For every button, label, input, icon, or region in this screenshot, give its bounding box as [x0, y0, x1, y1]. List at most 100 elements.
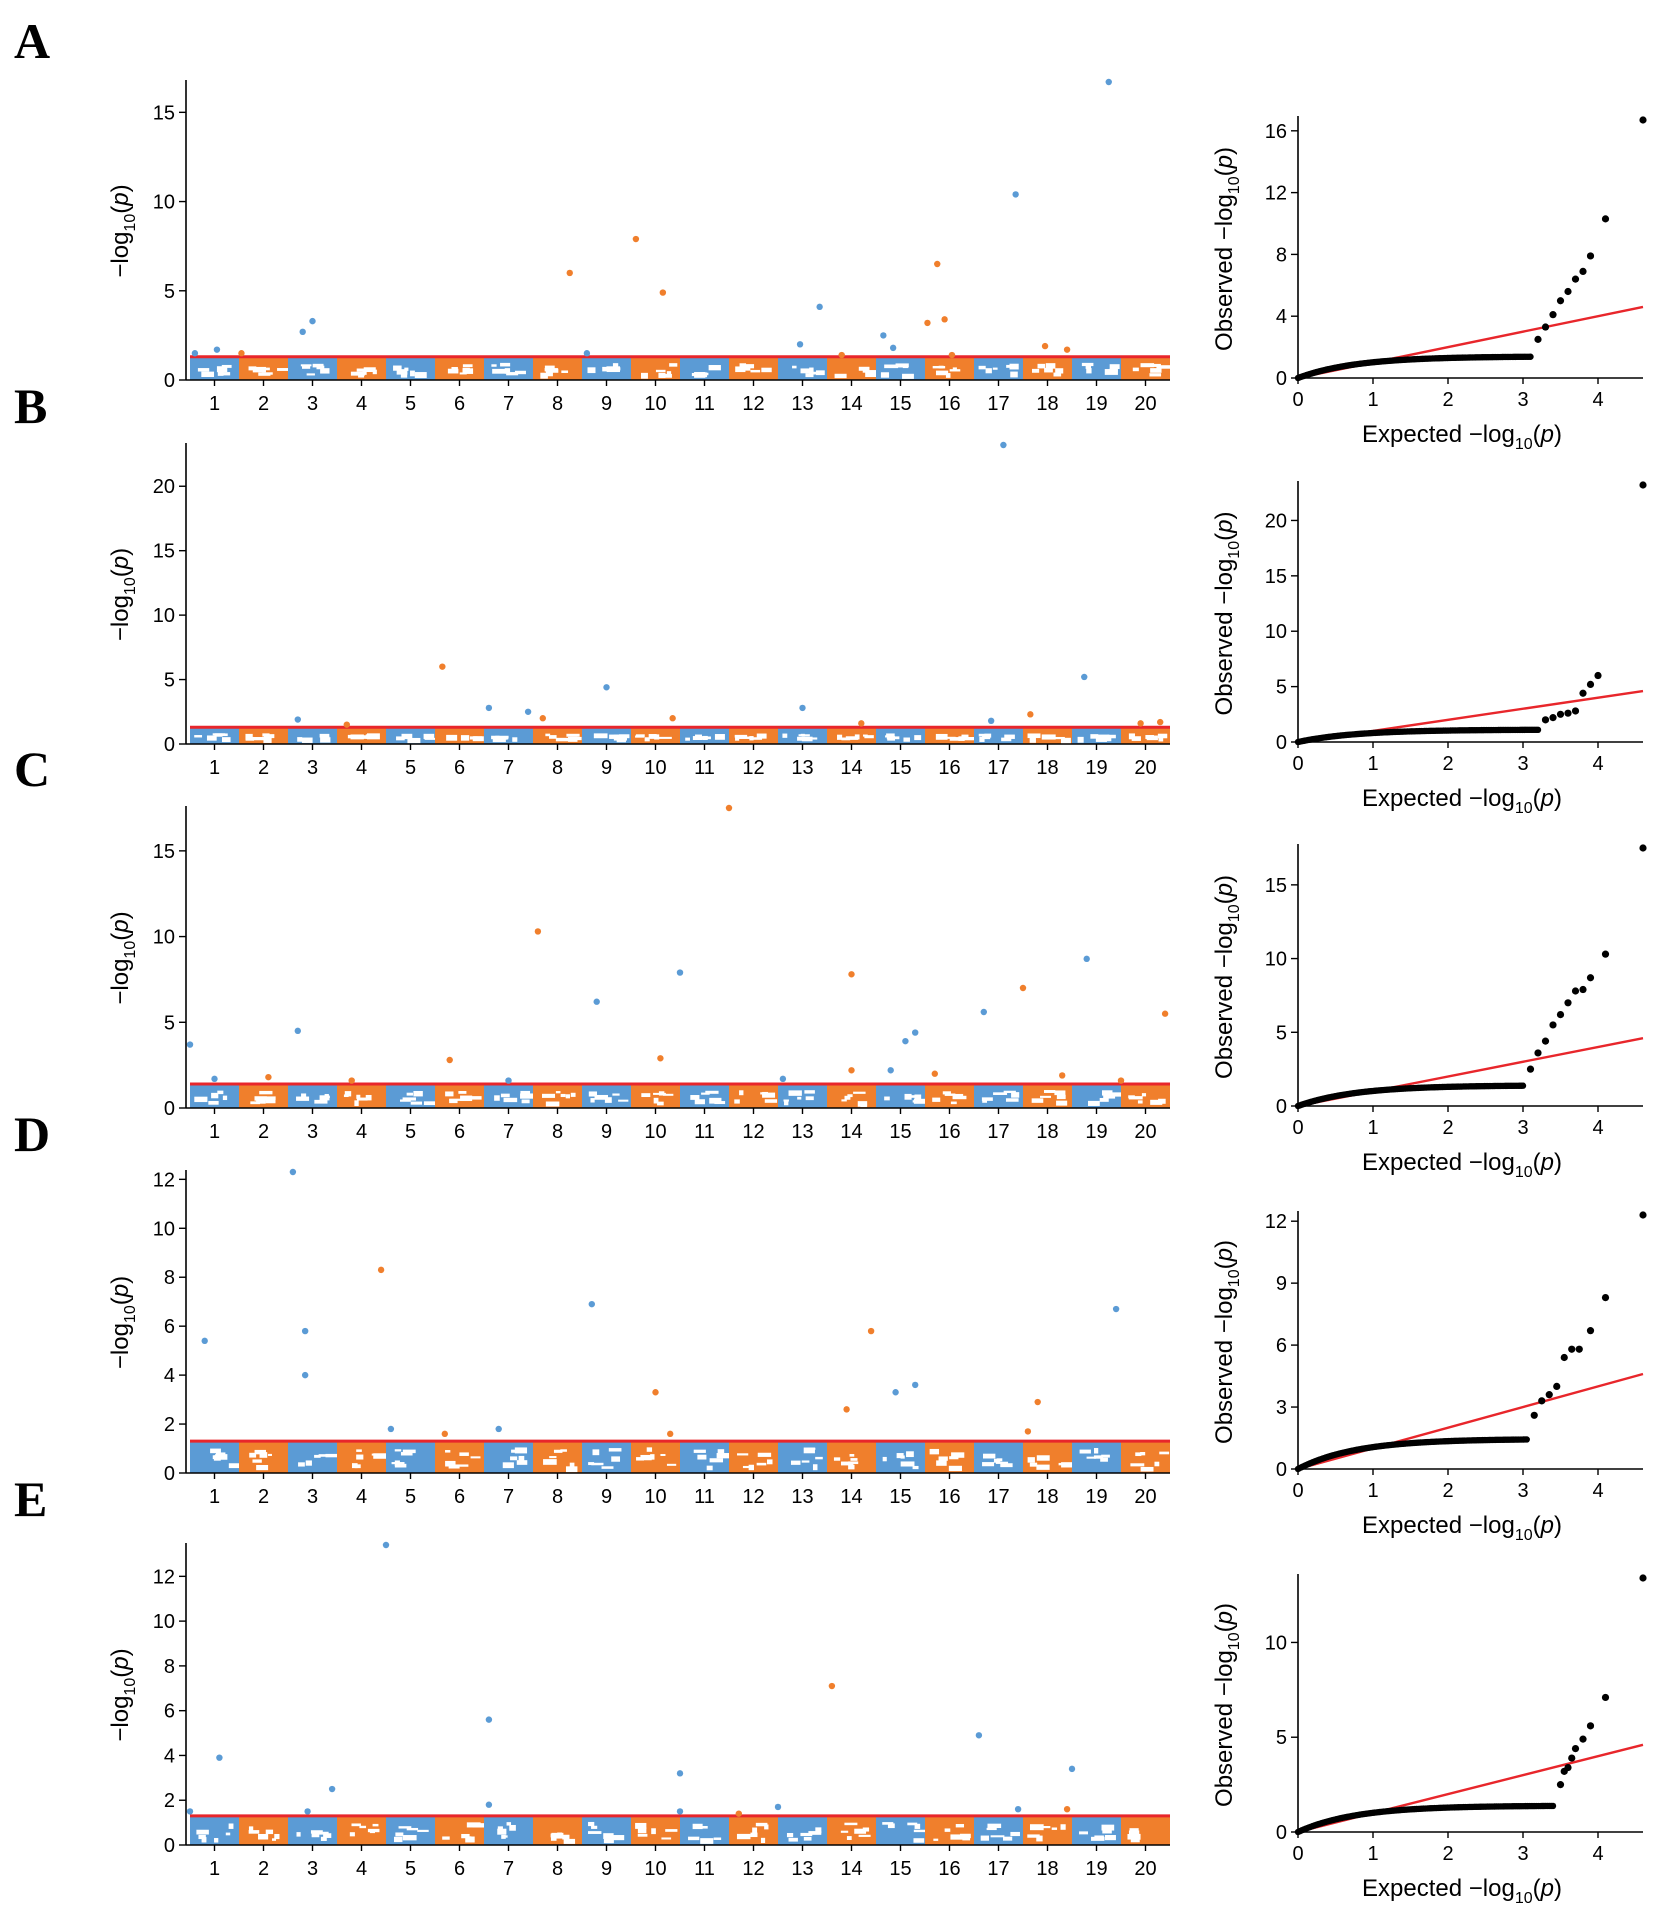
band-gap — [1004, 734, 1015, 739]
band-gap — [1141, 1093, 1147, 1097]
band-gap — [761, 367, 772, 373]
band-gap — [700, 1838, 714, 1844]
band-gap — [391, 1462, 405, 1465]
band-gap — [407, 737, 421, 744]
band-gap — [735, 366, 746, 373]
band-gap — [1154, 1461, 1160, 1467]
band-gap — [949, 369, 961, 372]
band-gap — [849, 1454, 855, 1457]
band-gap — [356, 1454, 364, 1460]
band-gap — [252, 1459, 262, 1463]
x-tick-label: 3 — [307, 393, 318, 415]
band-gap — [815, 1456, 823, 1460]
qq-point — [1639, 844, 1647, 852]
snp-point — [328, 1785, 336, 1793]
band-gap — [801, 1460, 810, 1463]
band-gap — [1003, 1836, 1013, 1841]
y-tick-label: 0 — [164, 1835, 175, 1857]
x-tick-label: 6 — [454, 1858, 465, 1880]
band-gap — [902, 365, 909, 369]
qq-point — [1549, 1021, 1557, 1029]
band-gap — [361, 735, 371, 739]
band-gap — [300, 364, 312, 367]
band-gap — [900, 1461, 915, 1467]
snp-point — [387, 1425, 395, 1433]
band-gap — [798, 734, 810, 737]
band-gap — [734, 1099, 740, 1104]
band-gap — [952, 1095, 967, 1100]
band-gap — [561, 370, 569, 374]
panel-letter: C — [14, 741, 50, 797]
x-tick-label: 8 — [552, 1858, 563, 1880]
band-gap — [962, 1834, 971, 1841]
band-gap — [461, 1833, 470, 1839]
y-tick-label: 12 — [153, 1169, 175, 1191]
y-tick-label: 2 — [164, 1414, 175, 1436]
band-gap — [949, 737, 960, 741]
band-gap — [750, 1832, 758, 1838]
band-gap — [1128, 1096, 1143, 1100]
band-gap — [1031, 1098, 1044, 1103]
band-gap — [312, 363, 324, 368]
band-gap — [256, 1464, 269, 1471]
band-gap — [555, 1091, 561, 1094]
x-tick-label: 3 — [307, 757, 318, 779]
band-gap — [320, 1836, 327, 1841]
band-gap — [913, 1838, 925, 1843]
x-tick-label: 4 — [356, 757, 367, 779]
band-gap — [914, 1823, 921, 1829]
band-gap — [815, 370, 825, 376]
band-gap — [1060, 737, 1071, 744]
band-gap — [840, 1830, 849, 1833]
x-tick-label: 19 — [1085, 393, 1107, 415]
band-gap — [1140, 1452, 1146, 1456]
band-gap — [465, 1836, 475, 1843]
band-gap — [1127, 1834, 1138, 1840]
band-gap — [812, 1464, 818, 1471]
band-gap — [343, 1094, 349, 1098]
snp-point — [848, 971, 855, 978]
x-tick-label: 17 — [987, 757, 1009, 779]
band-gap — [560, 1449, 567, 1452]
band-gap — [669, 363, 678, 367]
band-gap — [1052, 736, 1065, 740]
band-gap — [882, 1456, 887, 1462]
band-gap — [548, 735, 557, 739]
band-gap — [694, 1099, 705, 1105]
band-gap — [1109, 364, 1120, 370]
y-tick-label: 10 — [153, 1611, 175, 1633]
x-tick-label: 1 — [209, 757, 220, 779]
band-gap — [445, 1450, 451, 1453]
band-gap — [1005, 1098, 1019, 1102]
band-gap — [1044, 367, 1053, 373]
chromosome-band-6 — [435, 1815, 484, 1845]
x-tick-label: 15 — [889, 1121, 911, 1143]
band-gap — [344, 1091, 352, 1097]
qq-point — [1519, 1082, 1527, 1089]
snp-point — [1041, 342, 1049, 350]
band-gap — [782, 733, 788, 738]
band-gap — [1056, 1100, 1068, 1106]
band-gap — [886, 733, 895, 737]
snp-point — [1112, 1305, 1120, 1313]
band-gap — [961, 737, 975, 741]
x-tick-label: 10 — [644, 1486, 666, 1508]
y-tick-label: 5 — [164, 1012, 175, 1034]
band-gap — [1085, 363, 1092, 369]
band-gap — [1011, 1092, 1020, 1098]
band-gap — [208, 1100, 219, 1105]
snp-point — [843, 1406, 850, 1413]
band-gap — [540, 372, 548, 379]
band-gap — [833, 1457, 841, 1461]
snp-point — [201, 1337, 208, 1345]
y-tick-label: 15 — [153, 541, 175, 563]
y-tick-label: 5 — [164, 281, 175, 303]
y-tick-label: 10 — [153, 927, 175, 949]
x-tick-label: 12 — [742, 393, 764, 415]
band-gap — [846, 1836, 852, 1840]
band-gap — [301, 737, 313, 743]
axis-title: Observed −log10(p) — [1211, 875, 1243, 1079]
band-gap — [314, 1454, 321, 1458]
snp-point — [652, 1389, 659, 1396]
